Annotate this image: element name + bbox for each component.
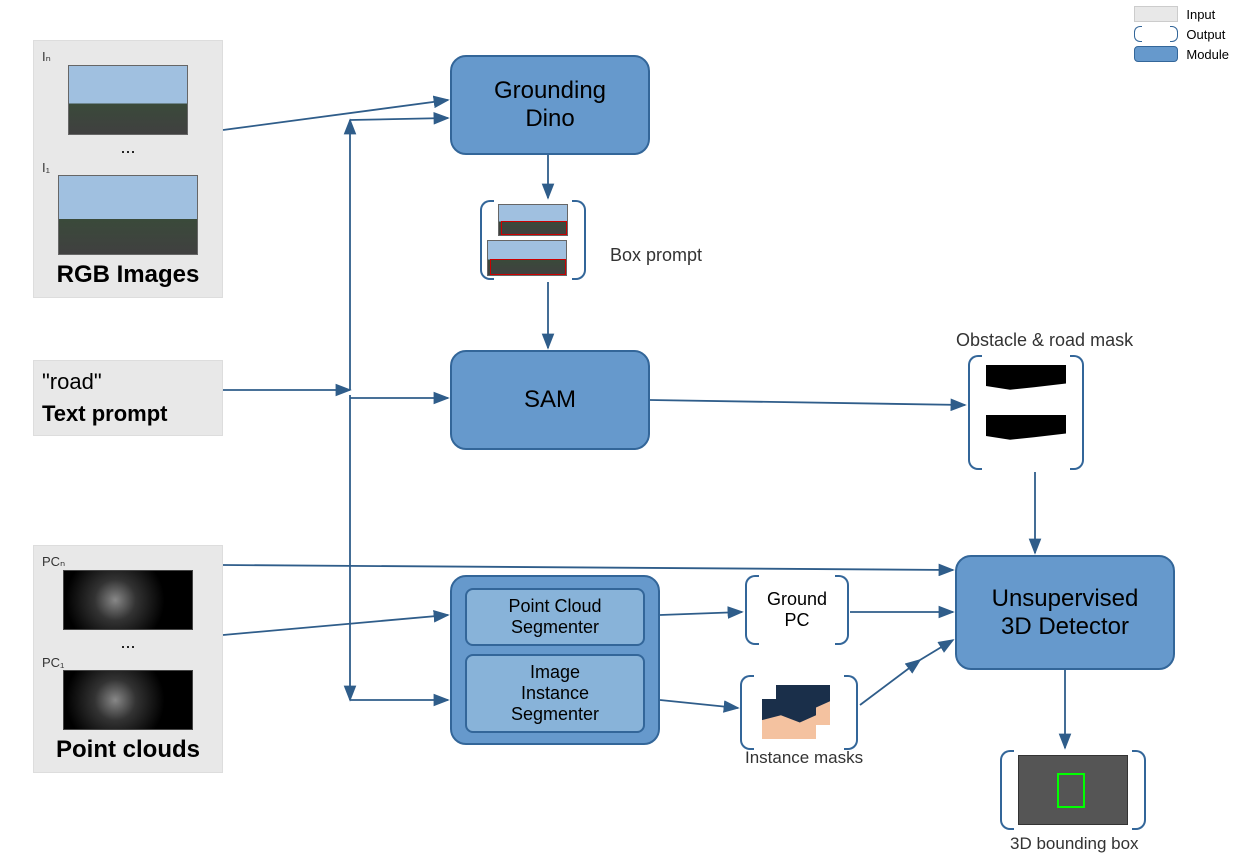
rgb-heading: RGB Images xyxy=(57,261,200,289)
rgb-item-top-label: Iₙ xyxy=(42,49,51,65)
mask-thumb-1 xyxy=(986,365,1066,411)
legend-output-label: Output xyxy=(1186,27,1225,42)
instance-masks-label: Instance masks xyxy=(745,748,863,768)
mask-thumb-2 xyxy=(986,415,1066,461)
rgb-ellipsis: ... xyxy=(120,137,135,158)
img-segmenter-module: Image Instance Segmenter xyxy=(465,654,645,733)
rgb-item-bottom-label: I₁ xyxy=(42,160,50,175)
ground-pc-output: Ground PC xyxy=(745,575,849,645)
box-prompt-thumb-2 xyxy=(487,240,567,276)
legend-input: Input xyxy=(1134,6,1229,22)
pointcloud-input-group: PCₙ ... PC₁ Point clouds xyxy=(33,545,223,773)
grounding-dino-module: Grounding Dino xyxy=(450,55,650,155)
bbox3d-output xyxy=(1000,750,1146,830)
obstacle-mask-output xyxy=(968,355,1084,470)
pc-ellipsis: ... xyxy=(120,632,135,653)
box-prompt-label: Box prompt xyxy=(610,245,702,266)
unsup-3d-detector-module: Unsupervised 3D Detector xyxy=(955,555,1175,670)
text-prompt-group: "road" Text prompt xyxy=(33,360,223,436)
instance-mask-thumb-2 xyxy=(762,699,816,739)
legend: Input Output Module xyxy=(1134,6,1229,66)
segmenter-container: Point Cloud Segmenter Image Instance Seg… xyxy=(450,575,660,745)
rgb-thumb-top xyxy=(68,65,188,135)
rgb-thumb-bottom xyxy=(58,175,198,255)
obstacle-mask-label: Obstacle & road mask xyxy=(956,330,1133,351)
box-prompt-output xyxy=(480,200,586,280)
pc-item-top-label: PCₙ xyxy=(42,554,65,570)
legend-module: Module xyxy=(1134,46,1229,62)
bbox3d-label: 3D bounding box xyxy=(1010,834,1139,854)
legend-module-label: Module xyxy=(1186,47,1229,62)
sam-module: SAM xyxy=(450,350,650,450)
text-prompt-value: "road" xyxy=(42,369,214,395)
box-prompt-thumb-1 xyxy=(498,204,568,236)
legend-input-label: Input xyxy=(1186,7,1215,22)
text-prompt-heading: Text prompt xyxy=(42,401,214,427)
legend-output: Output xyxy=(1134,26,1229,42)
pc-heading: Point clouds xyxy=(56,736,200,764)
instance-masks-output xyxy=(740,675,858,750)
pc-item-bottom-label: PC₁ xyxy=(42,655,64,670)
ground-pc-label: Ground PC xyxy=(767,589,827,631)
pc-segmenter-module: Point Cloud Segmenter xyxy=(465,588,645,646)
pc-thumb-top xyxy=(63,570,193,630)
pc-thumb-bottom xyxy=(63,670,193,730)
bbox3d-thumb xyxy=(1018,755,1128,825)
rgb-input-group: Iₙ ... I₁ RGB Images xyxy=(33,40,223,298)
